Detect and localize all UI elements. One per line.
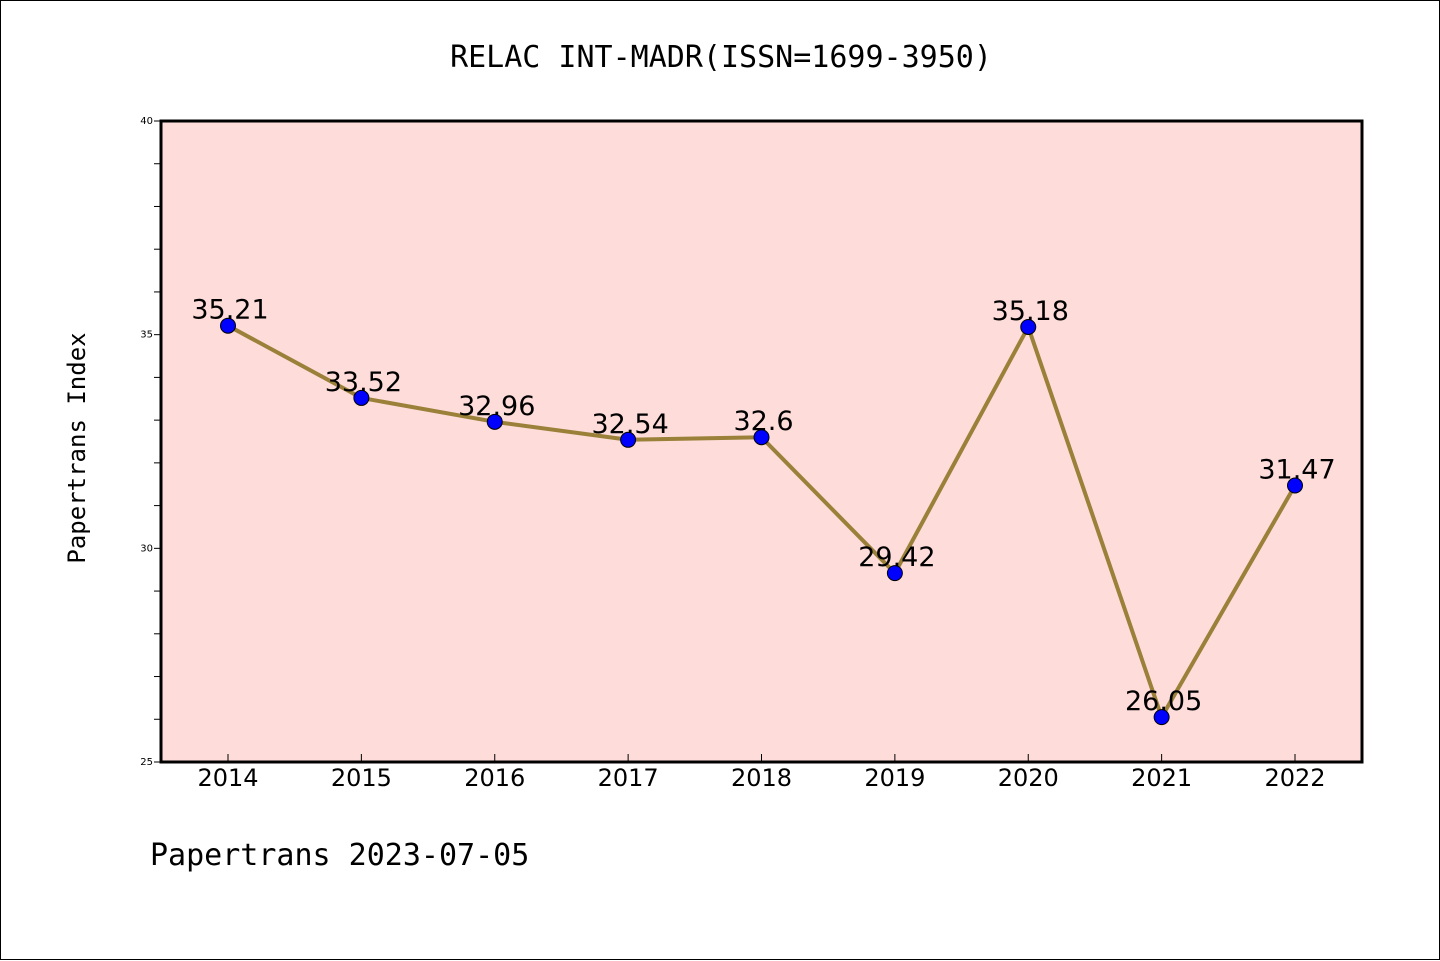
data-point xyxy=(886,565,903,582)
y-tick-label: 25 xyxy=(140,757,153,768)
y-tick-label: 40 xyxy=(140,116,153,127)
series-markers xyxy=(220,317,1303,726)
data-point xyxy=(353,389,370,406)
data-label: 29.42 xyxy=(858,542,935,573)
data-label: 32.96 xyxy=(458,391,535,422)
x-tick-label: 2019 xyxy=(864,764,925,792)
data-label: 35.18 xyxy=(992,296,1069,327)
x-tick-label: 2014 xyxy=(197,764,258,792)
y-axis: 25 30 35 40 xyxy=(140,116,161,768)
y-tick-label: 35 xyxy=(140,330,153,341)
x-tick-label: 2018 xyxy=(731,764,792,792)
footer-text: Papertrans 2023-07-05 xyxy=(150,838,529,873)
x-tick-label: 2017 xyxy=(598,764,659,792)
data-point xyxy=(220,317,236,334)
chart-title: RELAC INT-MADR(ISSN=1699-3950) xyxy=(450,40,992,75)
data-point xyxy=(1020,318,1037,335)
x-tick-label: 2022 xyxy=(1264,764,1325,792)
x-tick-label: 2021 xyxy=(1131,764,1192,792)
data-point xyxy=(486,413,503,430)
x-tick-label: 2020 xyxy=(998,764,1059,792)
data-label: 32.54 xyxy=(591,409,668,440)
data-label: 33.52 xyxy=(325,367,402,398)
y-axis-label: Papertrans Index xyxy=(63,332,91,563)
x-tick-label: 2015 xyxy=(331,764,392,792)
data-point xyxy=(1287,477,1303,494)
y-tick-label: 30 xyxy=(140,543,153,554)
data-point xyxy=(1153,709,1170,726)
data-label: 26.05 xyxy=(1125,686,1202,717)
data-point xyxy=(753,429,770,446)
data-label: 32.6 xyxy=(733,406,793,437)
data-labels: 35.21 33.52 32.96 32.54 32.6 29.42 35.18 26.05 3… xyxy=(191,295,1335,717)
x-axis: 2014 2015 2016 2017 2018 2019 2020 2021 2022 xyxy=(197,754,1326,792)
data-label: 35.21 xyxy=(191,295,268,326)
x-tick-label: 2016 xyxy=(464,764,525,792)
data-point xyxy=(620,431,637,448)
data-label: 31.47 xyxy=(1258,455,1335,486)
